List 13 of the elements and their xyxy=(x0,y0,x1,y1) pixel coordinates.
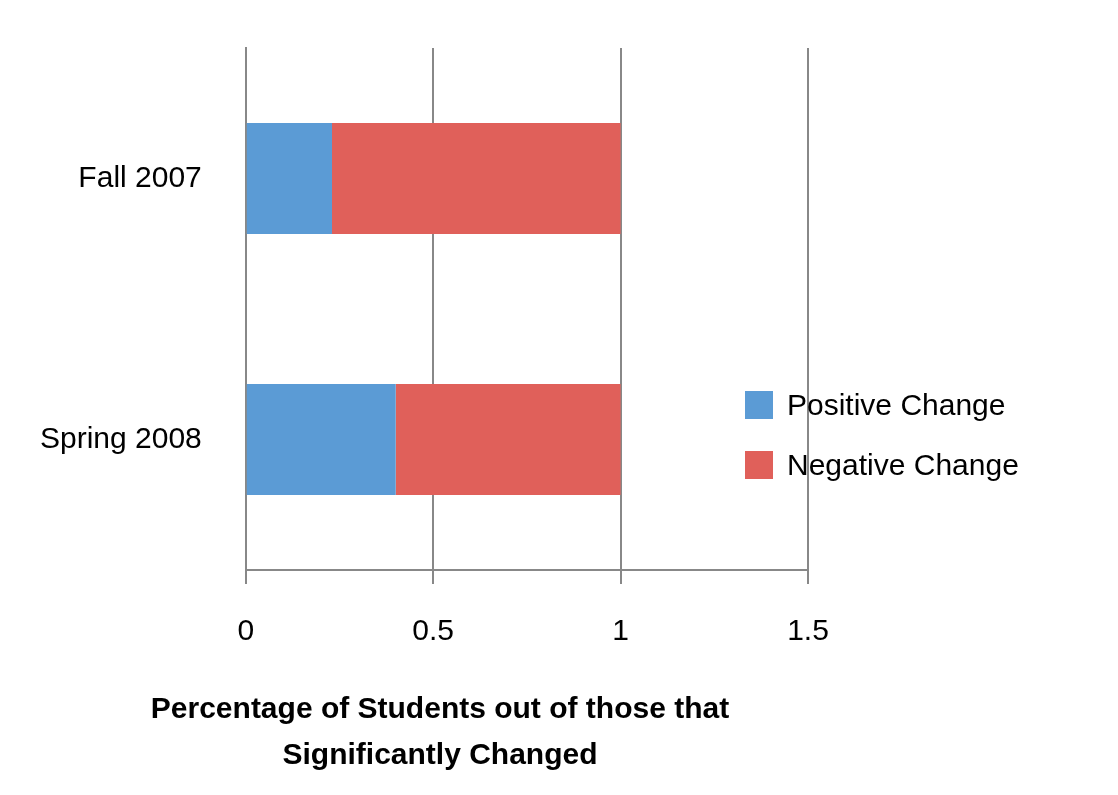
x-tick-label: 0.5 xyxy=(412,613,455,647)
y-tick-label: Spring 2008 xyxy=(40,420,202,454)
x-tick-label: 1.5 xyxy=(787,613,829,647)
bar xyxy=(395,384,621,495)
x-tick-label: 0 xyxy=(237,613,255,647)
bar xyxy=(246,384,396,495)
bar xyxy=(246,123,332,234)
legend-label: Negative Change xyxy=(787,447,1019,483)
legend-label: Positive Change xyxy=(787,387,1006,423)
x-tick-label: 1 xyxy=(612,613,629,647)
bar xyxy=(332,123,621,234)
y-tick-label: Fall 2007 xyxy=(78,159,202,193)
x-axis-title: Percentage of Students out of those that Significantly Changed xyxy=(149,690,731,772)
